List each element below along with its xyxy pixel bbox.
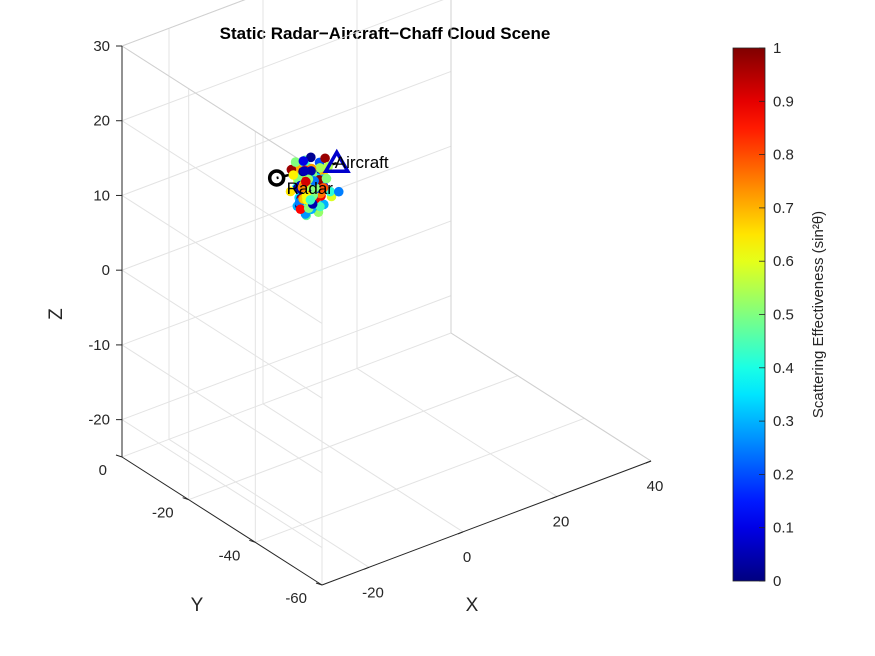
y-axis-line xyxy=(121,456,323,586)
aircraft-label: Aircraft xyxy=(335,153,389,172)
colorbar-tick-label: 0.6 xyxy=(773,253,794,270)
colorbar-tick-label: 0.8 xyxy=(773,147,794,164)
chaff-point xyxy=(299,166,310,176)
chaff-point xyxy=(306,166,316,176)
y-tick-label: -60 xyxy=(285,590,307,607)
grid-line xyxy=(121,0,444,122)
grid-lines xyxy=(115,0,652,586)
chaff-point xyxy=(298,156,309,166)
y-tick-label: -40 xyxy=(219,547,241,564)
grid-line xyxy=(121,269,323,399)
y-tick-label: 0 xyxy=(99,462,107,479)
tick-labels: -20 0 20 40 -60 -40 -20 0 -20 -10 0 10 20 30 xyxy=(88,38,663,607)
grid-line xyxy=(188,375,518,501)
aircraft-triangle-marker xyxy=(322,148,351,173)
chaff-point xyxy=(333,186,344,197)
chaff-cloud xyxy=(285,152,344,221)
chaff-point xyxy=(288,170,299,180)
chaff-point xyxy=(290,157,301,167)
x-tick-mark xyxy=(551,495,558,499)
colorbar-tick-label: 0.5 xyxy=(773,307,794,324)
box-edge xyxy=(450,332,652,462)
colorbar-ticks: 0 0.1 0.2 0.3 0.4 0.5 0.6 0.7 0.8 0.9 1 xyxy=(759,40,794,590)
grid-line xyxy=(121,332,452,458)
chart-title: Static Radar−Aircraft−Chaff Cloud Scene xyxy=(220,24,551,43)
z-tick-label: 20 xyxy=(93,113,110,130)
chaff-point xyxy=(306,152,316,163)
box-edge xyxy=(121,0,246,47)
chaff-point xyxy=(315,201,325,212)
grid-line xyxy=(121,419,323,549)
x-tick-mark xyxy=(363,566,370,570)
chaff-point xyxy=(300,176,311,187)
chaff-point xyxy=(305,195,316,205)
colorbar-tick-label: 0.1 xyxy=(773,520,794,537)
z-tick-label: -10 xyxy=(88,337,110,354)
y-tick-mark xyxy=(115,454,123,458)
x-tick-label: 0 xyxy=(463,549,471,566)
chaff-point xyxy=(320,153,330,164)
colorbar-tick-label: 0 xyxy=(773,573,781,590)
x-tick-label: -20 xyxy=(362,584,384,601)
z-tick-label: 10 xyxy=(93,187,110,204)
y-tick-mark xyxy=(249,539,256,543)
grid-line xyxy=(121,70,452,196)
colorbar-tick-label: 0.4 xyxy=(773,360,794,377)
z-tick-label: -20 xyxy=(88,412,110,429)
z-axis-label: Z xyxy=(46,308,67,320)
box-edge xyxy=(121,45,323,175)
grid-line xyxy=(121,145,452,271)
x-tick-label: 20 xyxy=(553,513,570,530)
y-tick-mark xyxy=(315,582,323,586)
chaff-point xyxy=(315,163,325,173)
grid-line xyxy=(121,195,323,324)
grid-line xyxy=(121,220,452,346)
chaff-point xyxy=(321,173,332,184)
y-axis-label: Y xyxy=(191,595,204,616)
chaff-point xyxy=(285,186,296,197)
grid-line xyxy=(121,295,452,421)
y-tick-mark xyxy=(182,497,189,501)
chaff-point xyxy=(295,204,306,215)
colorbar-tick-label: 0.3 xyxy=(773,413,794,430)
grid-line xyxy=(121,120,323,250)
x-tick-mark xyxy=(645,460,652,464)
grid-line xyxy=(262,403,464,533)
grid-line xyxy=(255,417,585,543)
colorbar-label: Scattering Effectiveness (sin²θ) xyxy=(810,211,827,418)
x-tick-label: 40 xyxy=(647,478,664,495)
grid-line xyxy=(168,438,370,568)
colorbar-tick-label: 0.7 xyxy=(773,200,794,217)
colorbar-tick-label: 1 xyxy=(773,40,781,57)
y-tick-label: -20 xyxy=(152,505,174,522)
colorbar-tick-label: 0.9 xyxy=(773,93,794,110)
x-axis-line xyxy=(321,460,652,586)
grid-line xyxy=(121,344,323,474)
z-tick-label: 30 xyxy=(93,38,110,55)
x-axis-label: X xyxy=(466,595,479,616)
colorbar-tick-label: 0.2 xyxy=(773,466,794,483)
z-tick-label: 0 xyxy=(102,262,110,279)
radar-label: Radar xyxy=(287,179,334,198)
radar-circle-marker xyxy=(267,169,286,187)
x-tick-mark xyxy=(457,531,464,535)
chaff-point xyxy=(318,182,329,193)
grid-line xyxy=(356,368,558,497)
